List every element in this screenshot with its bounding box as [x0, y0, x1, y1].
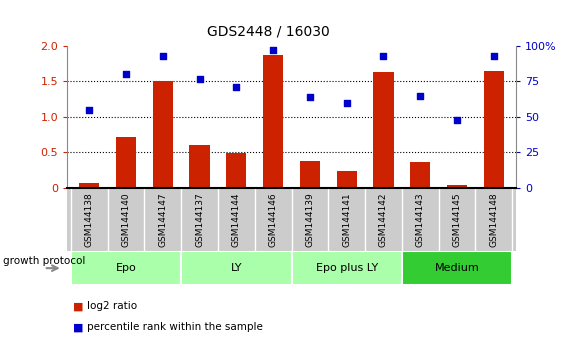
Text: Medium: Medium — [435, 263, 479, 273]
Point — [195, 76, 204, 81]
Bar — [373, 72, 394, 188]
Bar — [336, 171, 357, 188]
Text: GDS2448 / 16030: GDS2448 / 16030 — [207, 25, 329, 39]
Point — [85, 107, 94, 113]
Bar — [153, 81, 173, 188]
Text: ■: ■ — [73, 301, 83, 311]
Bar — [71, 251, 181, 285]
Text: GSM144140: GSM144140 — [121, 193, 131, 247]
Point — [231, 84, 241, 90]
Text: log2 ratio: log2 ratio — [87, 301, 138, 311]
Text: GSM144144: GSM144144 — [232, 193, 241, 247]
Bar — [410, 162, 430, 188]
Text: GSM144139: GSM144139 — [305, 193, 314, 247]
Text: GSM144148: GSM144148 — [489, 193, 498, 247]
Bar — [484, 71, 504, 188]
Text: LY: LY — [230, 263, 242, 273]
Point — [305, 94, 315, 100]
Bar — [292, 251, 402, 285]
Bar — [447, 185, 467, 188]
Point — [489, 53, 498, 59]
Point — [416, 93, 425, 98]
Text: ■: ■ — [73, 322, 83, 332]
Text: GSM144146: GSM144146 — [269, 193, 278, 247]
Text: GSM144143: GSM144143 — [416, 193, 425, 247]
Bar — [300, 161, 320, 188]
Point — [268, 47, 278, 53]
Bar — [402, 251, 512, 285]
Text: GSM144142: GSM144142 — [379, 193, 388, 247]
Point — [158, 53, 167, 59]
Text: GSM144138: GSM144138 — [85, 193, 94, 247]
Text: Epo: Epo — [115, 263, 136, 273]
Text: GSM144141: GSM144141 — [342, 193, 351, 247]
Point — [452, 117, 462, 122]
Point — [379, 53, 388, 59]
Bar — [189, 145, 210, 188]
Bar — [79, 183, 99, 188]
Point — [121, 72, 131, 77]
Text: GSM144137: GSM144137 — [195, 193, 204, 247]
Text: percentile rank within the sample: percentile rank within the sample — [87, 322, 264, 332]
Text: GSM144145: GSM144145 — [452, 193, 462, 247]
Point — [342, 100, 352, 105]
Text: GSM144147: GSM144147 — [158, 193, 167, 247]
Bar — [263, 55, 283, 188]
Bar — [116, 137, 136, 188]
Text: Epo plus LY: Epo plus LY — [315, 263, 378, 273]
Bar — [226, 153, 247, 188]
Bar — [181, 251, 292, 285]
Text: growth protocol: growth protocol — [3, 256, 85, 266]
